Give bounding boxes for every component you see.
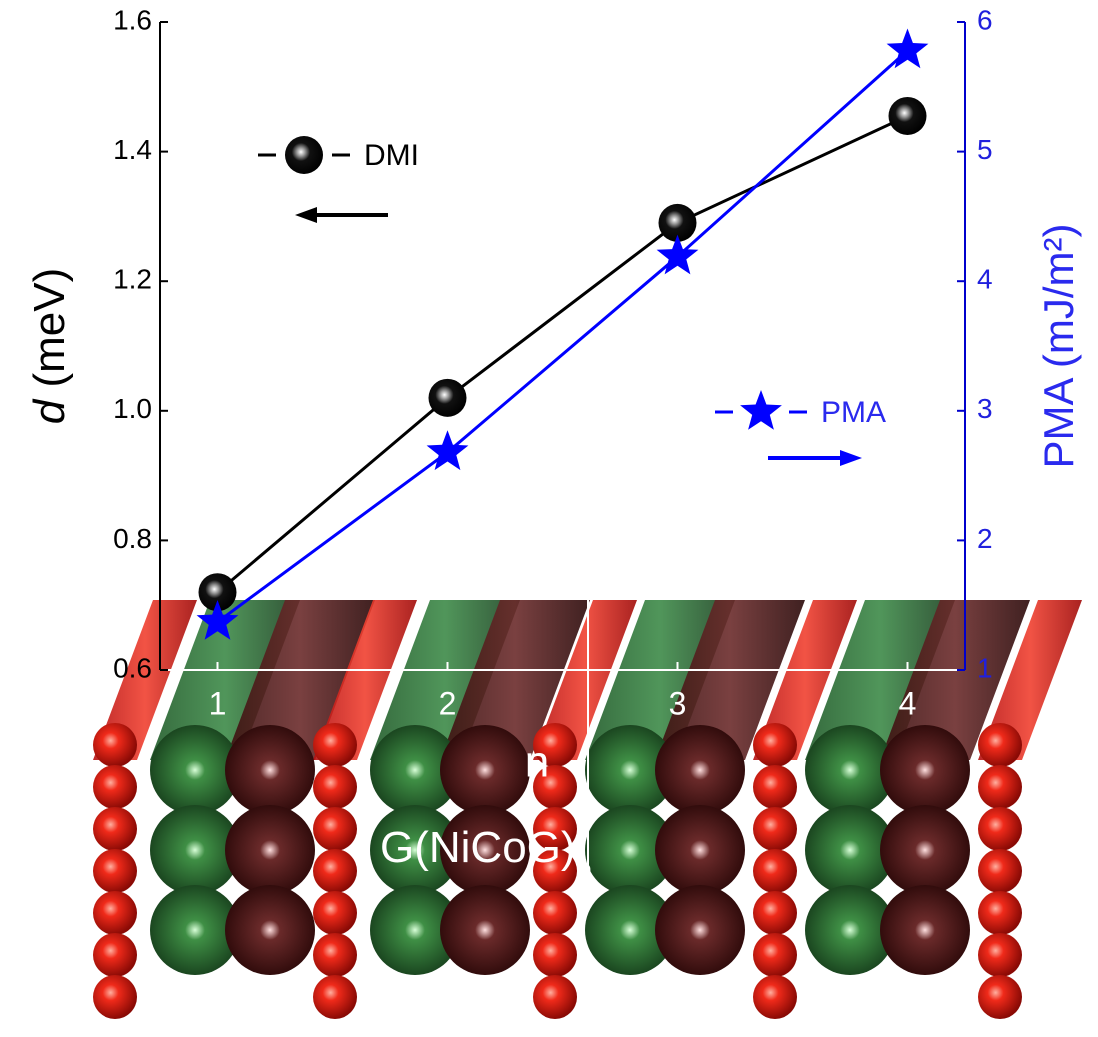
y-axis-label: d (meV) [25,268,74,425]
atom [313,807,357,851]
y-axis-unit: (meV) [25,268,74,388]
atom [93,933,137,977]
y-axis-space [25,388,74,400]
x-tick-label: 1 [209,685,227,721]
series-line [218,51,908,623]
atom [93,765,137,809]
atom [93,849,137,893]
sphere-marker [429,379,467,417]
atom [93,975,137,1019]
page: {"chart_data": {"type": "line", "xlabel"… [0,0,1098,1037]
atom [225,725,315,815]
y2-tick-label: 6 [977,4,993,35]
sphere-marker [285,136,323,174]
atom [533,891,577,935]
atom [93,723,137,767]
y-tick-label: 0.6 [113,652,152,683]
annotation-text: G(NiCoG) [380,823,576,872]
y2-axis-label: PMA (mJ/m²) [1035,224,1082,469]
atom [440,725,530,815]
atom [313,723,357,767]
x-tick-label: 2 [439,685,457,721]
atom [753,849,797,893]
legend-label: DMI [364,139,419,172]
y2-tick-label: 3 [977,393,993,424]
x-tick-label: 3 [669,685,687,721]
x-tick-label: 4 [899,685,917,721]
atom [533,975,577,1019]
atom [978,849,1022,893]
atom [313,849,357,893]
x-axis-label: n [525,738,549,787]
atom [978,807,1022,851]
y-tick-label: 1.0 [113,393,152,424]
atom [313,891,357,935]
atom [313,765,357,809]
y-tick-label: 1.4 [113,134,152,165]
atom [880,725,970,815]
atom [880,805,970,895]
star-marker [740,390,782,430]
atom [753,765,797,809]
legend-arrowhead [295,207,317,223]
atom [978,765,1022,809]
atom [753,933,797,977]
atom-structure [93,560,1082,1019]
atom [225,805,315,895]
atom [880,885,970,975]
atom [655,805,745,895]
atom [978,891,1022,935]
y2-tick-label: 4 [977,264,993,295]
atom [753,807,797,851]
annotation-subscript: n [576,854,593,887]
chart: 0.6 0.8 1.0 1.2 1.4 1.6 1 2 3 4 5 6 1 2 3 4 d (meV) PMA (… [0,0,1098,1037]
y-tick-label: 1.6 [113,4,152,35]
y-axis-symbol: d [25,398,74,424]
atom [440,885,530,975]
atom [978,975,1022,1019]
atom [753,975,797,1019]
atom [655,885,745,975]
atom [313,933,357,977]
y-tick-label: 0.8 [113,523,152,554]
atom [533,933,577,977]
atom [225,885,315,975]
sphere-marker [889,97,927,135]
y2-tick-label: 1 [977,652,993,683]
atom [93,891,137,935]
y2-tick-label: 2 [977,523,993,554]
legend-arrowhead [840,450,862,466]
legend-label: PMA [821,396,886,429]
atom [978,933,1022,977]
y2-tick-label: 5 [977,134,993,165]
atom [655,725,745,815]
atom [753,891,797,935]
y-tick-label: 1.2 [113,264,152,295]
atom [978,723,1022,767]
atom [753,723,797,767]
atom [313,975,357,1019]
atom [93,807,137,851]
